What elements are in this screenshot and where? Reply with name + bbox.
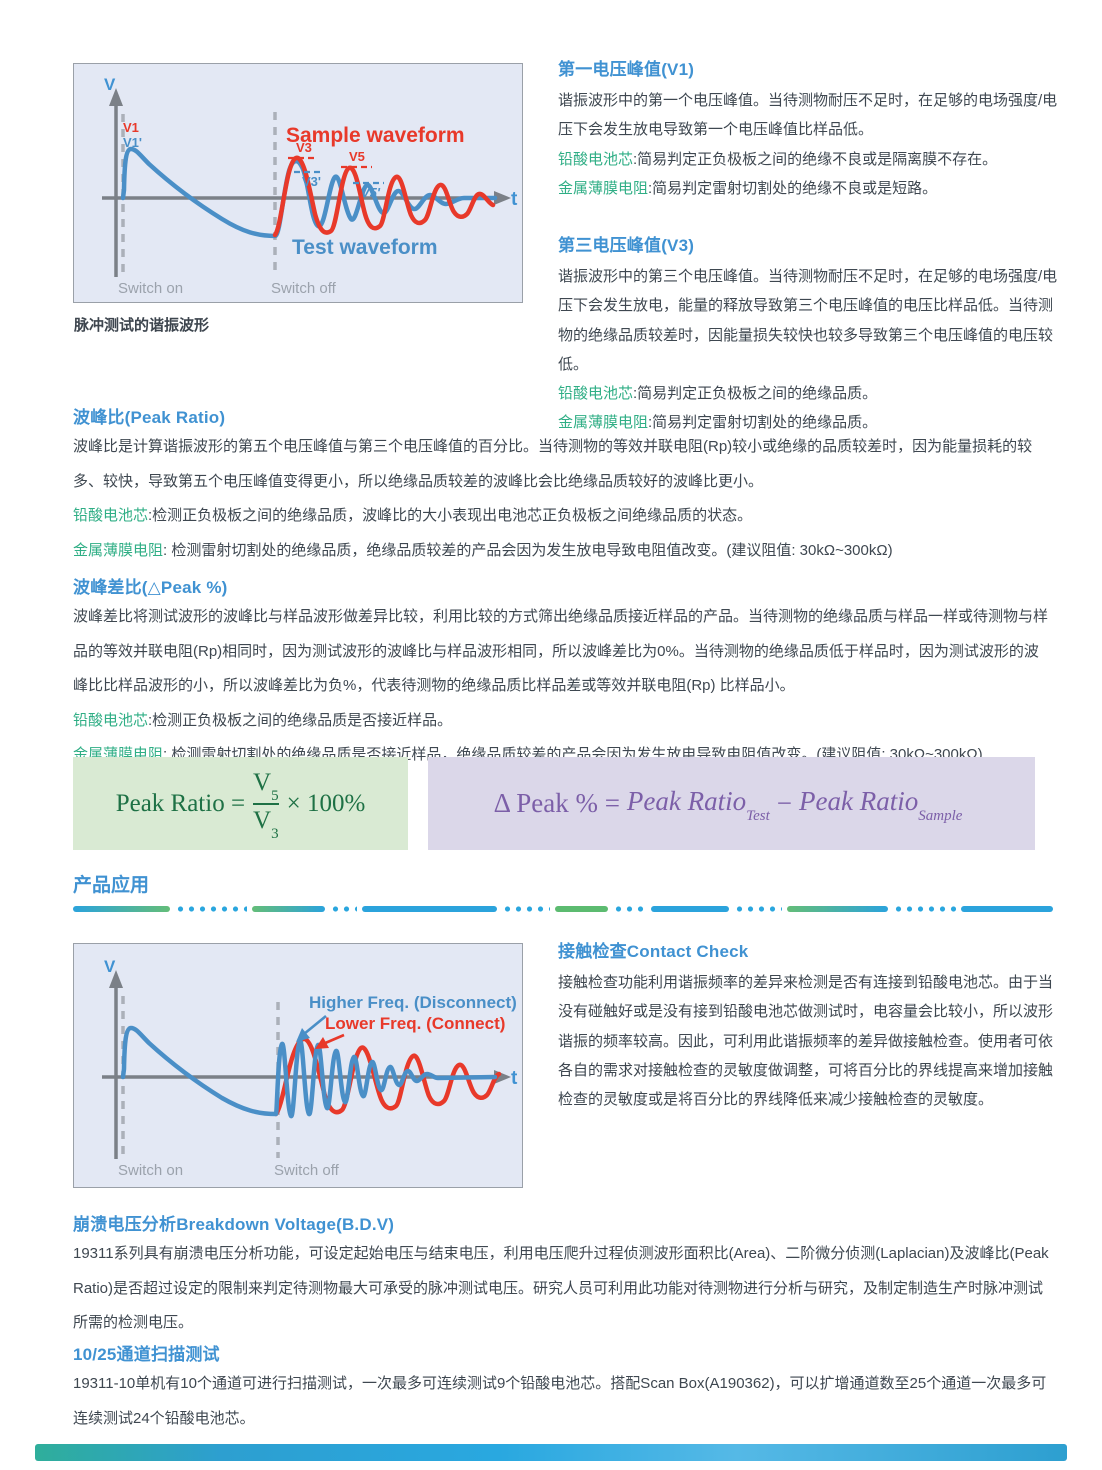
- fraction-denominator: V3: [253, 806, 279, 842]
- section-peak-diff-title: 波峰差比(△Peak %): [73, 578, 228, 597]
- fraction-numerator: V5: [253, 768, 279, 804]
- switch-off-label: Switch off: [274, 1162, 340, 1179]
- section-v3-item: 金属薄膜电阻:简易判定雷射切割处的绝缘品质。: [558, 408, 1065, 437]
- section-v1-body: 谐振波形中的第一个电压峰值。当待测物耐压不足时，在足够的电场强度/电压下会发生放…: [558, 92, 1058, 139]
- term-label: 铅酸电池芯: [73, 507, 149, 524]
- section-peak-ratio-item: 金属薄膜电阻: 检测雷射切割处的绝缘品质，绝缘品质较差的产品会因为发生放电导致电…: [73, 534, 1053, 569]
- dotted-divider: [73, 905, 1054, 912]
- section-scan-body: 19311-10单机有10个通道可进行扫描测试，一次最多可连续测试9个铅酸电池芯…: [73, 1375, 1047, 1427]
- higher-freq-curve: [120, 1025, 498, 1119]
- section-scan-title: 10/25通道扫描测试: [73, 1345, 220, 1364]
- lower-freq-arrowhead: [315, 1037, 329, 1049]
- v-axis-arrow: [109, 88, 123, 106]
- term-text: : 检测雷射切割处的绝缘品质，绝缘品质较差的产品会因为发生放电导致电阻值改变。(…: [163, 541, 893, 559]
- v-axis-label: V: [104, 957, 116, 976]
- section-contact-body: 接触检查功能利用谐振频率的差异来检测是否有连接到铅酸电池芯。由于当没有碰触好或是…: [558, 974, 1054, 1108]
- lower-freq-arrow: [322, 1033, 345, 1046]
- resonance-waveform-diagram: V1 V1' V3 V3' V5 V5' Sample waveform Tes…: [73, 63, 523, 303]
- peak-value-sections: 第一电压峰值(V1) 谐振波形中的第一个电压峰值。当待测物耐压不足时，在足够的电…: [558, 55, 1065, 438]
- footer-gradient-bar: [35, 1444, 1067, 1461]
- contact-check-chart: Higher Freq. (Disconnect) Lower Freq. (C…: [102, 957, 518, 1179]
- formula-term2: Peak RatioSample: [799, 785, 963, 825]
- switch-on-label: Switch on: [118, 280, 183, 297]
- v5-label: V5: [349, 149, 365, 164]
- section-peak-diff-item: 铅酸电池芯:检测正负极板之间的绝缘品质是否接近样品。: [73, 704, 1053, 739]
- term-label: 金属薄膜电阻: [73, 541, 164, 559]
- higher-freq-arrowhead: [296, 1028, 310, 1042]
- section-bdv-title: 崩溃电压分析Breakdown Voltage(B.D.V): [73, 1215, 395, 1234]
- section-v3: 第三电压峰值(V3) 谐振波形中的第三个电压峰值。当待测物耐压不足时，在足够的电…: [558, 231, 1065, 438]
- section-v3-body: 谐振波形中的第三个电压峰值。当待测物耐压不足时，在足够的电场强度/电压下会发生放…: [558, 268, 1058, 373]
- v1-label: V1: [123, 120, 139, 135]
- section-peak-ratio: 波峰比(Peak Ratio) 波峰比是计算谐振波形的第五个电压峰值与第三个电压…: [73, 403, 1053, 568]
- section-v1-title: 第一电压峰值(V1): [558, 60, 695, 79]
- section-peak-ratio-body: 波峰比是计算谐振波形的第五个电压峰值与第三个电压峰值的百分比。当待测物的等效并联…: [73, 438, 1033, 490]
- sample-waveform-curve: [272, 155, 496, 238]
- formula-lhs: Peak Ratio =: [115, 789, 246, 817]
- higher-freq-arrow: [303, 1014, 327, 1036]
- test-waveform-label: Test waveform: [292, 236, 438, 259]
- v3p-label: V3': [302, 174, 321, 189]
- term-label: 金属薄膜电阻: [558, 414, 649, 432]
- formula-fraction: V5 V3: [253, 768, 279, 842]
- term-text: :简易判定雷射切割处的绝缘不良或是短路。: [648, 179, 938, 197]
- peak-diff-formula-box: Δ Peak % = Peak RatioTest − Peak RatioSa…: [428, 757, 1035, 850]
- section-contact-check: 接触检查Contact Check 接触检查功能利用谐振频率的差异来检测是否有连…: [558, 937, 1065, 1114]
- formula-term1: Peak RatioTest: [626, 785, 770, 825]
- term-text: :检测正负极板之间的绝缘品质，波峰比的大小表现出电池芯正负极板之间绝缘品质的状态…: [148, 507, 753, 524]
- term-text: :简易判定正负极板之间的绝缘品质。: [633, 385, 878, 402]
- v5p-label: V5': [361, 185, 381, 200]
- term-text: :检测正负极板之间的绝缘品质是否接近样品。: [148, 711, 453, 729]
- section-peak-ratio-item: 铅酸电池芯:检测正负极板之间的绝缘品质，波峰比的大小表现出电池芯正负极板之间绝缘…: [73, 499, 1053, 534]
- section-scan-channels: 10/25通道扫描测试 19311-10单机有10个通道可进行扫描测试，一次最多…: [73, 1340, 1053, 1436]
- section-v1-item: 铅酸电池芯:简易判定正负极板之间的绝缘不良或是隔离膜不存在。: [558, 145, 1065, 174]
- test-waveform-curve: [120, 146, 498, 239]
- section-bdv-body: 19311系列具有崩溃电压分析功能，可设定起始电压与结束电压，利用电压爬升过程侦…: [73, 1245, 1049, 1331]
- section-contact-title: 接触检查Contact Check: [558, 942, 749, 961]
- higher-freq-label: Higher Freq. (Disconnect): [309, 993, 517, 1012]
- v-axis-arrow: [109, 970, 123, 988]
- term-text: :简易判定正负极板之间的绝缘不良或是隔离膜不存在。: [633, 150, 998, 168]
- t-axis-arrow: [494, 191, 511, 205]
- section-breakdown-voltage: 崩溃电压分析Breakdown Voltage(B.D.V) 19311系列具有…: [73, 1210, 1053, 1341]
- term-label: 铅酸电池芯: [558, 385, 634, 402]
- peak-ratio-formula-box: Peak Ratio = V5 V3 × 100%: [73, 757, 408, 850]
- sample-waveform-label: Sample waveform: [286, 124, 465, 147]
- v1p-label: V1': [123, 135, 142, 150]
- contact-check-diagram: Higher Freq. (Disconnect) Lower Freq. (C…: [73, 943, 523, 1188]
- formula-lhs: Δ Peak % =: [493, 788, 620, 818]
- t-axis-label: t: [511, 189, 518, 210]
- fraction-bar: [253, 802, 279, 805]
- term-label: 铅酸电池芯: [73, 711, 149, 729]
- section-peak-diff: 波峰差比(△Peak %) 波峰差比将测试波形的波峰比与样品波形做差异比较，利用…: [73, 573, 1053, 773]
- section-peak-ratio-title: 波峰比(Peak Ratio): [73, 408, 226, 427]
- v-axis-label: V: [104, 75, 116, 94]
- v3-label: V3: [296, 140, 312, 155]
- switch-on-label: Switch on: [118, 1162, 183, 1179]
- section-v3-item: 铅酸电池芯:简易判定正负极板之间的绝缘品质。: [558, 379, 1065, 408]
- section-v3-title: 第三电压峰值(V3): [558, 236, 695, 255]
- product-applications-title: 产品应用: [73, 875, 150, 896]
- section-v1-item: 金属薄膜电阻:简易判定雷射切割处的绝缘不良或是短路。: [558, 174, 1065, 203]
- section-peak-diff-body: 波峰差比将测试波形的波峰比与样品波形做差异比较，利用比较的方式筛出绝缘品质接近样…: [73, 608, 1049, 694]
- switch-off-label: Switch off: [271, 280, 337, 297]
- term-text: :简易判定雷射切割处的绝缘品质。: [648, 414, 878, 432]
- term-label: 铅酸电池芯: [558, 150, 634, 168]
- t-axis-label: t: [511, 1068, 518, 1089]
- section-v1: 第一电压峰值(V1) 谐振波形中的第一个电压峰值。当待测物耐压不足时，在足够的电…: [558, 55, 1065, 203]
- formula-minus: −: [776, 788, 793, 818]
- term-label: 金属薄膜电阻: [558, 179, 649, 197]
- resonance-waveform-chart: V1 V1' V3 V3' V5 V5' Sample waveform Tes…: [102, 75, 518, 297]
- diagram1-caption: 脉冲测试的谐振波形: [74, 317, 210, 334]
- lower-freq-label: Lower Freq. (Connect): [325, 1014, 505, 1033]
- formula-rhs: × 100%: [286, 789, 366, 817]
